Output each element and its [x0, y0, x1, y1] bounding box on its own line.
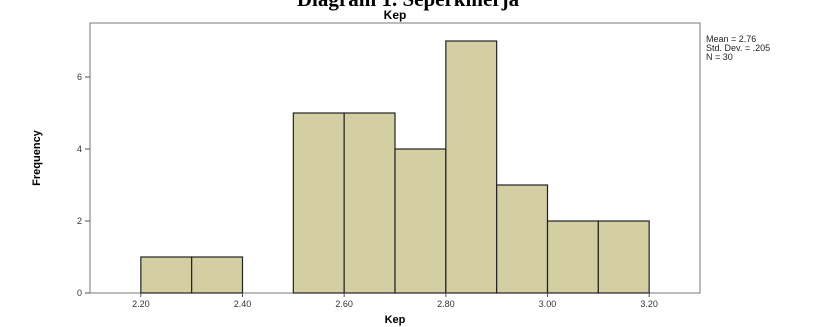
y-axis: 0 2 4 6: [77, 72, 90, 298]
histogram-bar: [141, 257, 192, 293]
y-tick-label: 0: [77, 288, 82, 298]
histogram-bar: [293, 113, 344, 293]
x-axis: 2.20 2.40 2.60 2.80 3.00 3.20: [132, 293, 658, 309]
x-tick-label: 2.80: [437, 299, 455, 309]
y-tick-label: 4: [77, 144, 82, 154]
x-tick-label: 2.60: [335, 299, 353, 309]
histogram-bar: [344, 113, 395, 293]
x-tick-label: 3.00: [539, 299, 557, 309]
stat-n: N = 30: [706, 52, 733, 62]
y-axis-label: Frequency: [31, 129, 43, 186]
y-tick-label: 6: [77, 72, 82, 82]
histogram-bar: [598, 221, 649, 293]
chart-title: Kep: [384, 8, 407, 22]
x-tick-label: 2.20: [132, 299, 150, 309]
x-axis-label: Kep: [385, 314, 406, 326]
y-tick-label: 2: [77, 216, 82, 226]
histogram-bar: [395, 149, 446, 293]
histogram-bar: [497, 185, 548, 293]
histogram-bar: [548, 221, 599, 293]
x-tick-label: 3.20: [640, 299, 658, 309]
histogram-bar: [192, 257, 243, 293]
x-tick-label: 2.40: [234, 299, 252, 309]
histogram-bar: [446, 41, 497, 293]
